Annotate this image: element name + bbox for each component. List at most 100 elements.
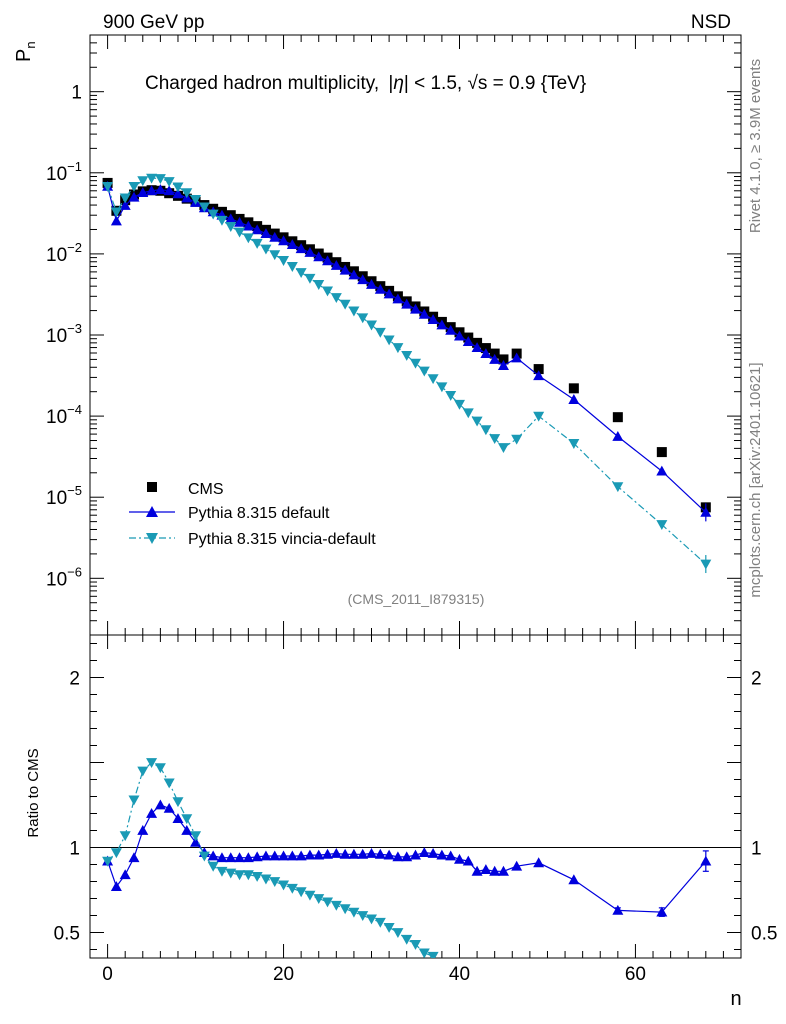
data-point <box>242 233 254 244</box>
ratio-point <box>172 797 184 808</box>
ratio-point <box>322 848 334 859</box>
ratio-point <box>286 850 298 861</box>
svg-text:Pn: Pn <box>13 41 38 62</box>
main-y-tick-label: 10−3 <box>46 321 82 347</box>
data-point <box>225 213 237 224</box>
ratio-point <box>374 917 386 928</box>
data-point <box>260 228 272 238</box>
data-point <box>357 313 369 324</box>
data-point <box>181 188 193 199</box>
legend-pythia-default-marker <box>146 506 158 517</box>
data-point <box>498 354 509 365</box>
ratio-point <box>348 848 360 859</box>
ratio-point <box>137 766 149 777</box>
ratio-point <box>401 934 413 945</box>
ratio-point <box>260 874 272 885</box>
data-point <box>269 250 281 261</box>
data-point <box>286 262 298 272</box>
ratio-point <box>242 870 254 881</box>
title-cut: | < 1.5, <box>404 73 462 94</box>
x-axis-ticks: 0 20 40 60 <box>102 35 724 985</box>
data-point <box>207 209 219 220</box>
data-point <box>172 188 184 199</box>
data-point <box>146 173 158 184</box>
data-point <box>471 416 483 427</box>
legend: CMS Pythia 8.315 default Pythia 8.315 vi… <box>129 481 376 548</box>
ratio-point <box>471 865 483 876</box>
data-point <box>374 283 386 294</box>
ratio-point <box>207 861 219 872</box>
main-y-tick-label: 10−4 <box>46 402 82 428</box>
ratio-y-axis-ticks: 2 1 0.5 2 1 0.5 <box>54 643 777 950</box>
ratio-series-pythia-8-315-vincia-default <box>102 758 439 958</box>
data-point <box>427 314 439 324</box>
ratio-point <box>172 813 184 823</box>
rivet-info-text: Rivet 4.1.0, ≥ 3.9M events <box>747 59 764 233</box>
data-point <box>410 303 421 314</box>
title-abs-bar: | <box>388 73 393 94</box>
x-tick-label: 0 <box>102 964 113 985</box>
ratio-point <box>154 763 166 774</box>
data-point <box>480 343 491 354</box>
data-point <box>251 224 263 235</box>
mcplots-source-text: mcplots.cern.ch [arXiv:2401.10621] <box>747 362 764 597</box>
data-point <box>119 193 131 204</box>
data-point <box>339 299 351 310</box>
chart-title: Charged hadron multiplicity, |η| < 1.5, … <box>145 73 586 94</box>
data-point <box>339 264 351 275</box>
ratio-point <box>242 852 254 863</box>
ratio-point <box>119 831 131 842</box>
data-point <box>568 383 579 394</box>
data-point <box>304 273 316 284</box>
data-point <box>313 251 325 262</box>
data-point <box>242 220 254 231</box>
data-point <box>295 243 307 254</box>
data-point <box>357 274 369 285</box>
ratio-point <box>392 928 404 938</box>
ratio-series-line <box>107 804 707 913</box>
data-point <box>612 412 623 423</box>
ratio-point <box>190 836 202 847</box>
data-point <box>392 293 404 304</box>
y-tick-exponent: −2 <box>67 240 82 255</box>
ratio-point <box>198 851 210 862</box>
legend-cms-label: CMS <box>188 481 224 498</box>
ratio-point <box>225 852 237 863</box>
title-prefix: Charged hadron multiplicity, <box>145 73 379 94</box>
ratio-point <box>366 847 378 858</box>
data-point <box>427 374 439 385</box>
data-point <box>190 194 202 205</box>
main-y-axis-labels: 110−110−210−310−410−510−6 <box>46 83 82 591</box>
legend-entry-cms: CMS <box>147 481 224 498</box>
y-tick-base: 10 <box>46 488 67 509</box>
ratio-point <box>313 849 325 860</box>
ratio-point <box>348 907 360 918</box>
ratio-point <box>278 880 290 891</box>
y-tick-exponent: −3 <box>67 321 82 336</box>
data-point <box>198 202 210 213</box>
data-point <box>251 238 263 249</box>
ratio-point <box>418 847 430 857</box>
series-pythia-8-315-vincia-default <box>102 173 712 574</box>
ratio-point <box>295 850 307 861</box>
x-axis-label: n <box>730 988 741 1010</box>
ratio-point <box>119 869 131 880</box>
x-tick-label: 40 <box>449 964 470 985</box>
data-point <box>511 434 523 445</box>
y-tick-base: 10 <box>46 569 67 590</box>
ratio-point <box>216 866 228 877</box>
data-point <box>269 231 281 242</box>
data-point <box>418 366 430 377</box>
ratio-point <box>410 849 421 860</box>
ratio-point <box>207 850 219 861</box>
x-tick-label: 60 <box>625 964 646 985</box>
data-point <box>533 364 544 375</box>
data-point <box>313 280 325 290</box>
data-point <box>374 327 386 338</box>
data-point <box>102 181 114 192</box>
data-point <box>137 187 149 197</box>
data-point <box>533 370 545 381</box>
ratio-point <box>225 868 237 879</box>
data-point <box>330 293 342 303</box>
